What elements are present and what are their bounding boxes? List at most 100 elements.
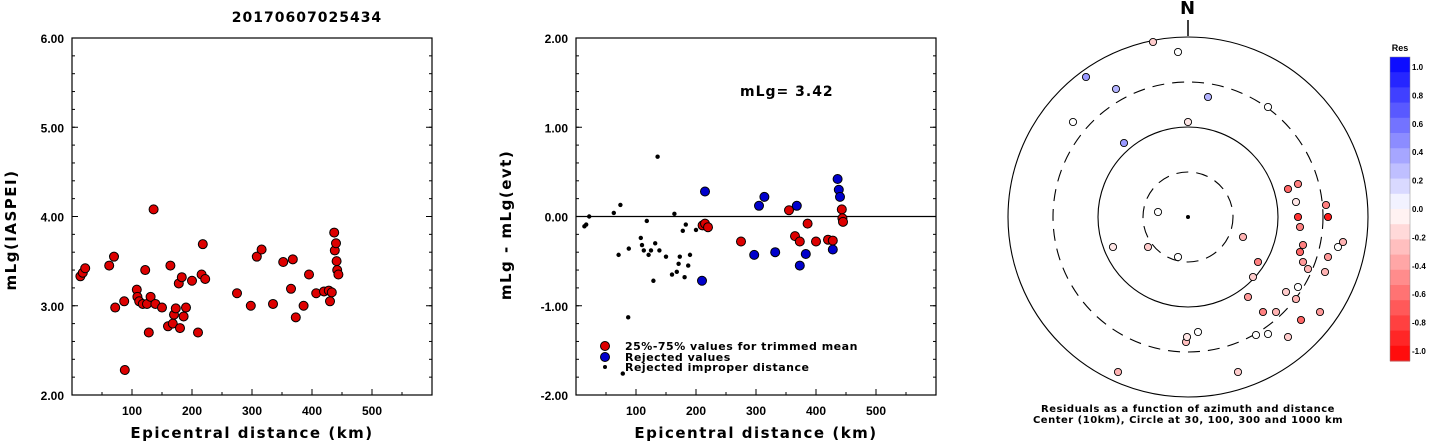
left-point xyxy=(80,263,91,274)
left-point xyxy=(331,238,341,249)
improper-distance-point xyxy=(682,274,687,280)
left-point xyxy=(333,269,344,280)
kept-point xyxy=(802,218,813,229)
colorbar-tick-label: -0.2 xyxy=(1412,233,1426,242)
residual-point xyxy=(1248,272,1258,282)
left-point xyxy=(278,257,289,268)
colorbar-cell xyxy=(1390,117,1410,134)
north-label: N xyxy=(1180,0,1196,19)
middle-y-tick-label: -1.00 xyxy=(541,300,569,314)
improper-distance-point xyxy=(641,248,646,253)
colorbar-cell xyxy=(1390,300,1410,316)
rejected-point xyxy=(794,260,805,271)
colorbar-cell xyxy=(1390,148,1410,164)
residual-point xyxy=(1203,92,1213,102)
improper-distance-point xyxy=(657,248,662,253)
residual-point xyxy=(1081,72,1091,82)
improper-distance-point xyxy=(655,154,660,159)
improper-distance-point xyxy=(672,211,677,217)
left-x-tick-label: 100 xyxy=(122,404,142,418)
colorbar-cell xyxy=(1390,193,1410,210)
improper-distance-point xyxy=(639,242,645,248)
left-point xyxy=(245,300,256,311)
colorbar-cell xyxy=(1390,87,1410,104)
legend-rejected-marker xyxy=(600,352,610,362)
residual-point xyxy=(1108,242,1118,252)
left-x-tick-label: 500 xyxy=(362,404,382,418)
left-point xyxy=(140,265,151,276)
residual-point xyxy=(1338,237,1348,247)
colorbar-tick-label: -0.6 xyxy=(1412,290,1426,299)
rejected-point xyxy=(749,249,760,260)
residual-points xyxy=(1068,37,1348,377)
left-point xyxy=(331,256,342,267)
improper-distance-point xyxy=(686,263,691,268)
improper-distance-point xyxy=(651,278,656,283)
improper-distance-point xyxy=(653,241,658,246)
colorbar-cell xyxy=(1390,285,1410,301)
rejected-point xyxy=(754,200,764,211)
residual-point xyxy=(1193,327,1203,337)
improper-distance-point xyxy=(687,252,693,258)
colorbar-cell xyxy=(1390,345,1410,362)
residual-point xyxy=(1283,332,1293,342)
left-point xyxy=(143,327,154,338)
left-y-tick-label: 3.00 xyxy=(41,300,65,314)
residual-point xyxy=(1298,240,1308,250)
left-point xyxy=(268,298,278,309)
caption-line-2: Center (10km), Circle at 30, 100, 300 an… xyxy=(1033,415,1343,426)
improper-distance-point xyxy=(676,261,681,267)
colorbar-cell xyxy=(1390,133,1410,149)
left-point xyxy=(104,260,115,271)
rejected-point xyxy=(770,247,781,258)
kept-point xyxy=(703,222,713,233)
colorbar-frame xyxy=(1389,56,1411,362)
left-point xyxy=(200,273,211,284)
residual-colorbar: Res 1.0 0.8 0.6 0.4 0.2 0.0 -0.2 -0.4 -0.6 -0.8 -1… xyxy=(1389,43,1426,362)
kept-point xyxy=(784,205,794,216)
middle-axis-ticks: 100 200 300 400 500 -2.00 -1.00 0.00 1.00 2.00 xyxy=(541,32,936,418)
left-point xyxy=(193,327,203,338)
middle-x-axis-label: Epicentral distance (km) xyxy=(634,424,877,441)
kept-point xyxy=(736,236,746,247)
improper-distance-point xyxy=(669,272,675,277)
left-point xyxy=(175,323,185,334)
colorbar-cell xyxy=(1390,209,1410,225)
legend-rejected-label: Rejected values xyxy=(625,351,731,364)
left-chart: 100 200 300 400 500 2.00 3.00 4.00 5.00 6.00 Epic… xyxy=(2,32,433,441)
residual-point xyxy=(1233,367,1243,377)
left-point xyxy=(298,300,309,311)
left-point xyxy=(251,251,262,262)
residual-point xyxy=(1183,117,1193,127)
colorbar-tick-label: 0.4 xyxy=(1412,148,1424,157)
colorbar-cell xyxy=(1390,315,1410,332)
left-point xyxy=(109,251,119,262)
kept-point xyxy=(836,204,847,215)
rejected-point xyxy=(835,191,845,202)
circle-1000km xyxy=(1007,36,1369,398)
azimuth-distance-plot: N Residuals as a function of azimuth and… xyxy=(1007,0,1369,426)
left-point xyxy=(325,296,335,307)
kept-point xyxy=(827,235,838,246)
residual-point xyxy=(1323,212,1333,222)
left-x-axis-label: Epicentral distance (km) xyxy=(130,424,373,441)
residual-point xyxy=(1119,138,1129,148)
residual-point xyxy=(1320,267,1330,277)
middle-data-points xyxy=(582,154,848,376)
residual-point xyxy=(1111,84,1121,94)
residual-point xyxy=(1293,282,1303,292)
improper-distance-point xyxy=(638,235,643,241)
colorbar-tick-label: 0.8 xyxy=(1412,91,1424,100)
mlg-annotation: mLg= 3.42 xyxy=(740,84,834,100)
circle-300km xyxy=(1052,81,1324,353)
colorbar-tick-label: 0.2 xyxy=(1412,177,1424,186)
colorbar-cell xyxy=(1390,102,1410,119)
left-plot-frame xyxy=(71,37,433,396)
left-point xyxy=(165,260,176,271)
improper-distance-point xyxy=(693,227,699,233)
left-point xyxy=(304,269,314,280)
legend-kept-label: 25%-75% values for trimmed mean xyxy=(625,340,858,353)
caption-line-1: Residuals as a function of azimuth and d… xyxy=(1041,404,1335,415)
left-y-tick-label: 5.00 xyxy=(41,121,65,135)
rejected-point xyxy=(827,244,838,255)
